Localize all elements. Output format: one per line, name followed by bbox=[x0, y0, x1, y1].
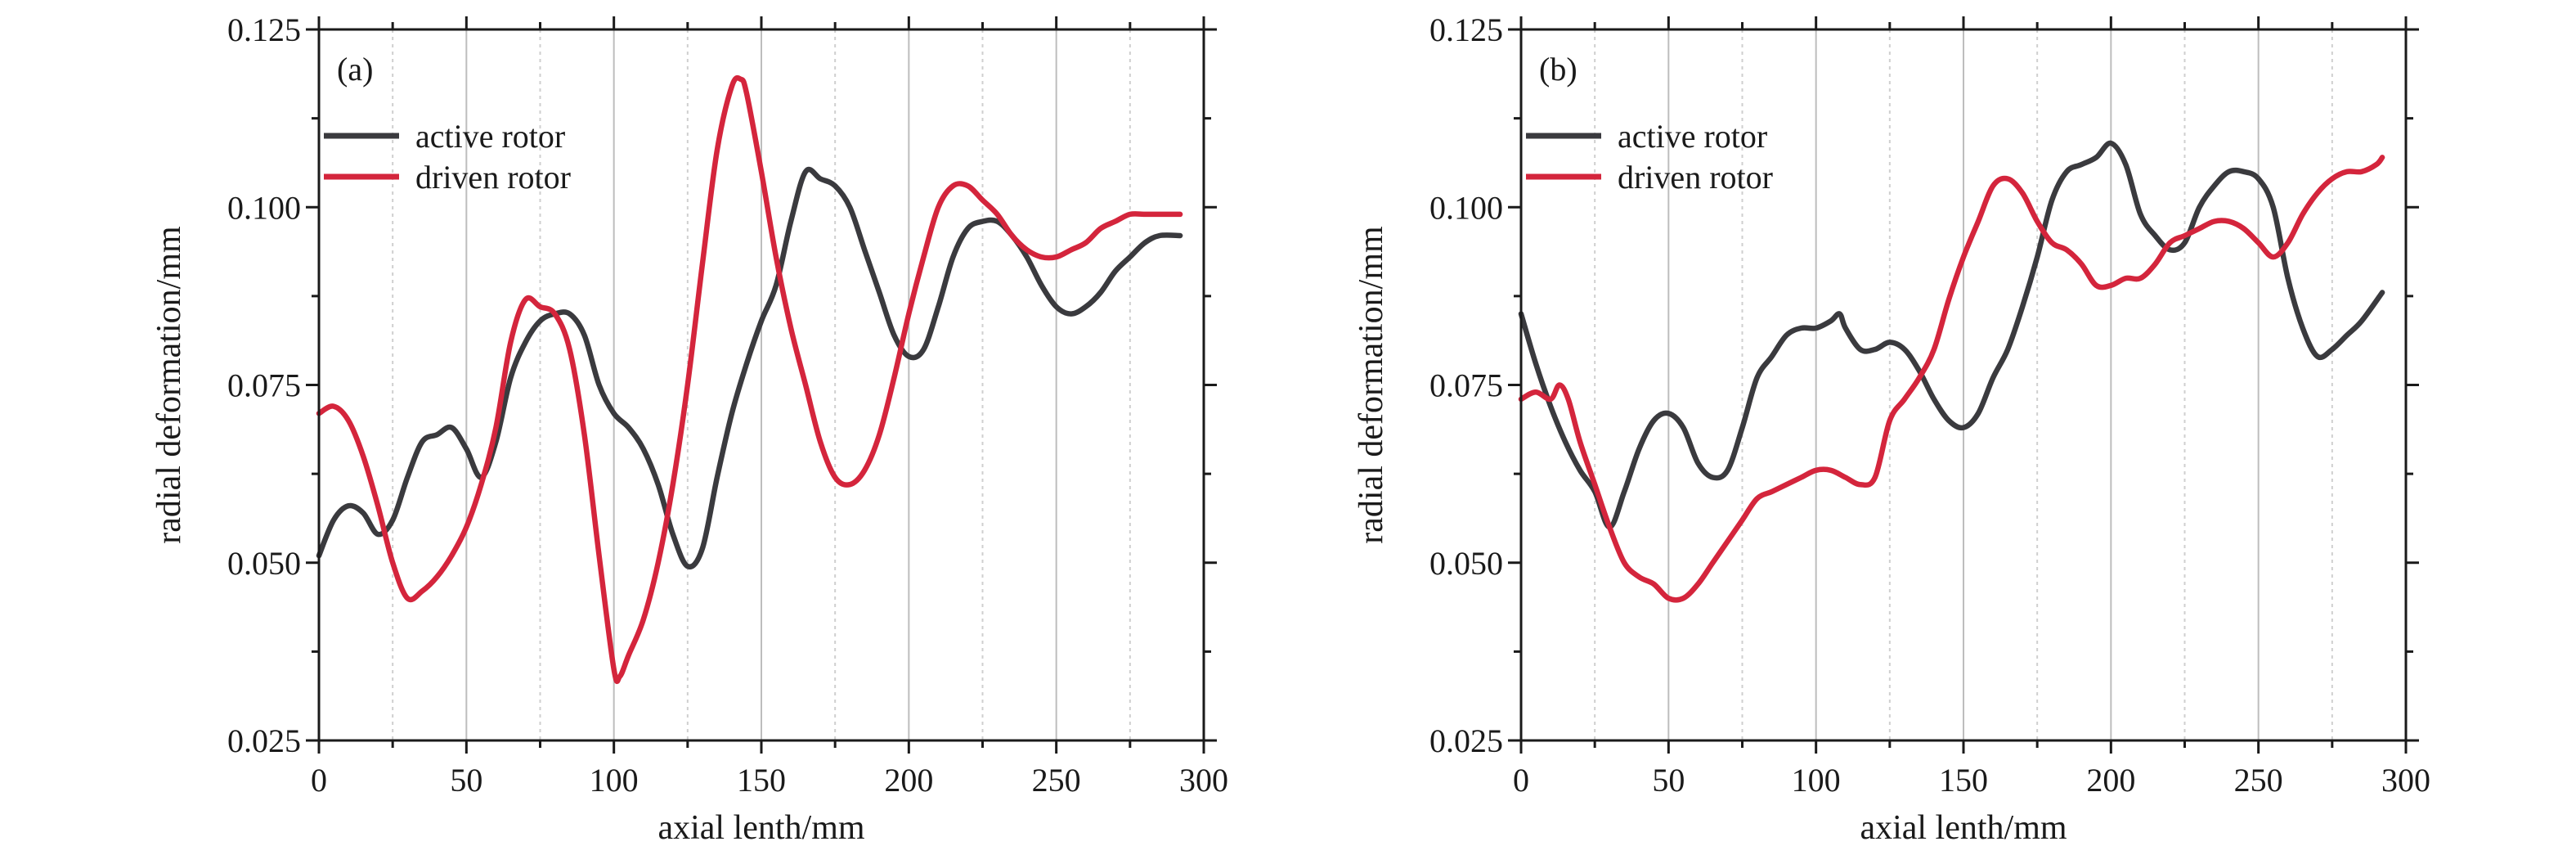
x-tick-label: 150 bbox=[737, 762, 786, 799]
y-tick-label: 0.050 bbox=[227, 545, 301, 582]
x-axis-title: axial lenth/mm bbox=[657, 809, 864, 847]
y-tick-label: 0.125 bbox=[1429, 11, 1503, 48]
y-tick-label: 0.100 bbox=[227, 189, 301, 226]
x-axis-title: axial lenth/mm bbox=[1860, 809, 2067, 847]
x-tick-label: 50 bbox=[450, 762, 482, 799]
x-tick-label: 200 bbox=[884, 762, 933, 799]
panel-label: (b) bbox=[1539, 51, 1577, 88]
series-line-driven-rotor bbox=[316, 74, 1183, 685]
series-line-active-rotor bbox=[1518, 140, 2385, 530]
legend-label: active rotor bbox=[415, 118, 565, 155]
legend-label: active rotor bbox=[1618, 118, 1767, 155]
legend-label: driven rotor bbox=[1618, 159, 1773, 196]
series-line-active-rotor bbox=[316, 166, 1183, 569]
x-tick-label: 50 bbox=[1652, 762, 1685, 799]
x-tick-label: 300 bbox=[1179, 762, 1228, 799]
ticks bbox=[1508, 16, 2419, 754]
y-tick-label: 0.100 bbox=[1429, 189, 1503, 226]
y-axis-title: radial deformation/mm bbox=[150, 226, 188, 544]
ticks bbox=[306, 16, 1217, 754]
x-tick-label: 300 bbox=[2381, 762, 2430, 799]
y-tick-label: 0.025 bbox=[1429, 722, 1503, 759]
y-tick-label: 0.025 bbox=[227, 722, 301, 759]
x-tick-label: 100 bbox=[590, 762, 639, 799]
chart-panel-a: 0 50 100 150 200 250 300 0.025 0.050 0.075 0.100 0.… bbox=[150, 11, 1228, 847]
x-tick-label: 200 bbox=[2086, 762, 2135, 799]
y-tick-label: 0.075 bbox=[227, 367, 301, 404]
y-tick-label: 0.125 bbox=[227, 11, 301, 48]
x-tick-label: 150 bbox=[1939, 762, 1988, 799]
x-tick-label: 0 bbox=[1513, 762, 1529, 799]
panel-label: (a) bbox=[337, 51, 373, 88]
y-axis-title: radial deformation/mm bbox=[1353, 226, 1390, 544]
y-tick-label: 0.075 bbox=[1429, 367, 1503, 404]
grid bbox=[392, 29, 1131, 740]
y-tick-label: 0.050 bbox=[1429, 545, 1503, 582]
chart-panel-b: 0 50 100 150 200 250 300 0.025 0.050 0.075 0.100 0.… bbox=[1353, 11, 2430, 847]
grid bbox=[1594, 29, 2333, 740]
x-tick-label: 0 bbox=[311, 762, 327, 799]
x-tick-label: 100 bbox=[1792, 762, 1841, 799]
legend-label: driven rotor bbox=[415, 159, 571, 196]
series-line-driven-rotor bbox=[1518, 155, 2385, 603]
x-tick-label: 250 bbox=[2234, 762, 2283, 799]
x-tick-label: 250 bbox=[1032, 762, 1081, 799]
